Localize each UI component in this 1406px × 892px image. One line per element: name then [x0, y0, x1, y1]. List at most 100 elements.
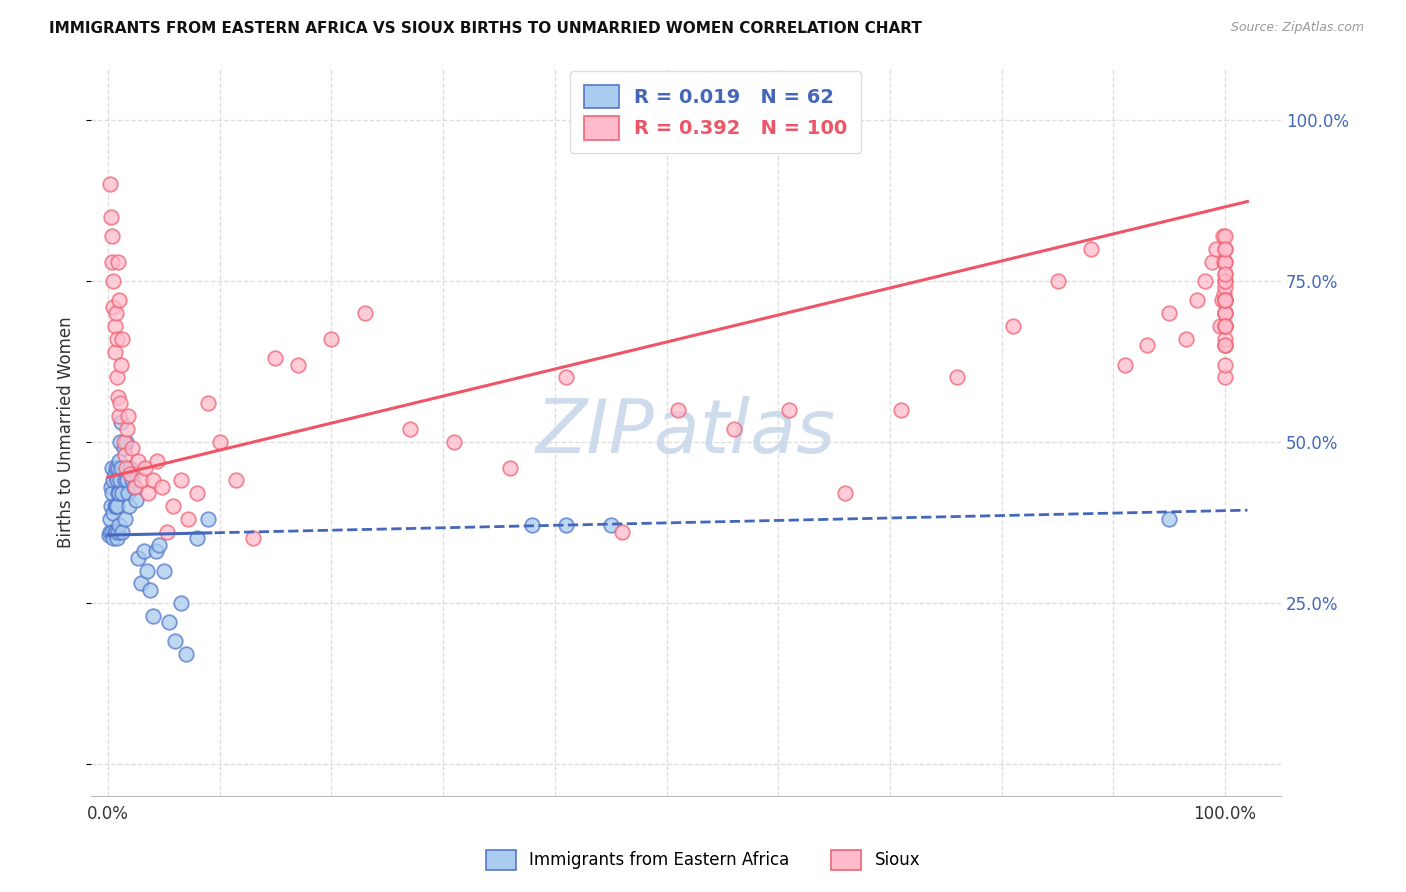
- Point: [666, 402, 689, 417]
- Point: [169, 474, 191, 488]
- Point: [1213, 338, 1236, 352]
- Point: [108, 454, 131, 468]
- Point: [225, 474, 247, 488]
- Point: [100, 499, 122, 513]
- Point: [163, 634, 186, 648]
- Point: [1213, 274, 1236, 288]
- Point: [1213, 293, 1236, 308]
- Point: [103, 274, 125, 288]
- Point: [1213, 318, 1236, 333]
- Point: [98, 512, 121, 526]
- Point: [197, 396, 219, 410]
- Point: [131, 474, 153, 488]
- Point: [499, 460, 522, 475]
- Point: [1001, 318, 1024, 333]
- Point: [1159, 306, 1181, 320]
- Point: [1213, 318, 1236, 333]
- Point: [1080, 242, 1102, 256]
- Text: Source: ZipAtlas.com: Source: ZipAtlas.com: [1230, 21, 1364, 35]
- Point: [1046, 274, 1069, 288]
- Point: [104, 318, 127, 333]
- Point: [1159, 512, 1181, 526]
- Point: [110, 460, 132, 475]
- Point: [101, 460, 124, 475]
- Point: [1213, 306, 1236, 320]
- Point: [287, 358, 309, 372]
- Point: [104, 499, 127, 513]
- Point: [443, 434, 465, 449]
- Point: [114, 434, 136, 449]
- Point: [321, 332, 343, 346]
- Point: [120, 460, 142, 475]
- Point: [131, 576, 153, 591]
- Point: [121, 474, 143, 488]
- Point: [555, 518, 578, 533]
- Point: [104, 460, 127, 475]
- Point: [104, 306, 127, 320]
- Point: [134, 460, 156, 475]
- Point: [1213, 242, 1236, 256]
- Point: [124, 480, 146, 494]
- Point: [1213, 358, 1236, 372]
- Point: [610, 524, 633, 539]
- Point: [122, 480, 145, 494]
- Point: [242, 532, 264, 546]
- Point: [1213, 242, 1236, 256]
- Point: [142, 474, 165, 488]
- Point: [1213, 254, 1236, 268]
- Point: [1213, 318, 1236, 333]
- Point: [1213, 338, 1236, 352]
- Point: [121, 441, 143, 455]
- Point: [111, 332, 134, 346]
- Point: [107, 254, 129, 268]
- Point: [1213, 332, 1236, 346]
- Point: [108, 474, 131, 488]
- Point: [145, 544, 167, 558]
- Y-axis label: Births to Unmarried Women: Births to Unmarried Women: [58, 317, 75, 548]
- Point: [136, 564, 159, 578]
- Point: [114, 448, 136, 462]
- Point: [98, 178, 121, 192]
- Point: [1213, 228, 1236, 243]
- Point: [100, 210, 122, 224]
- Point: [104, 344, 127, 359]
- Point: [1208, 318, 1230, 333]
- Point: [146, 454, 169, 468]
- Point: [101, 486, 124, 500]
- Point: [111, 486, 134, 500]
- Point: [101, 254, 124, 268]
- Point: [1185, 293, 1208, 308]
- Point: [117, 486, 139, 500]
- Point: [105, 370, 128, 384]
- Point: [104, 524, 127, 539]
- Point: [1213, 254, 1236, 268]
- Point: [264, 351, 287, 365]
- Point: [1213, 268, 1236, 282]
- Point: [127, 454, 149, 468]
- Point: [599, 518, 621, 533]
- Point: [125, 492, 148, 507]
- Point: [1136, 338, 1159, 352]
- Point: [103, 474, 125, 488]
- Point: [132, 544, 155, 558]
- Point: [150, 480, 173, 494]
- Point: [522, 518, 544, 533]
- Point: [1213, 338, 1236, 352]
- Point: [1213, 254, 1236, 268]
- Point: [156, 524, 179, 539]
- Point: [186, 486, 208, 500]
- Point: [1213, 318, 1236, 333]
- Point: [1213, 268, 1236, 282]
- Point: [103, 300, 125, 314]
- Point: [107, 390, 129, 404]
- Point: [107, 460, 129, 475]
- Point: [114, 512, 136, 526]
- Point: [110, 358, 132, 372]
- Point: [157, 615, 180, 629]
- Point: [162, 499, 184, 513]
- Point: [108, 396, 131, 410]
- Point: [114, 460, 136, 475]
- Point: [101, 228, 124, 243]
- Text: ZIPatlas: ZIPatlas: [536, 396, 837, 468]
- Point: [197, 512, 219, 526]
